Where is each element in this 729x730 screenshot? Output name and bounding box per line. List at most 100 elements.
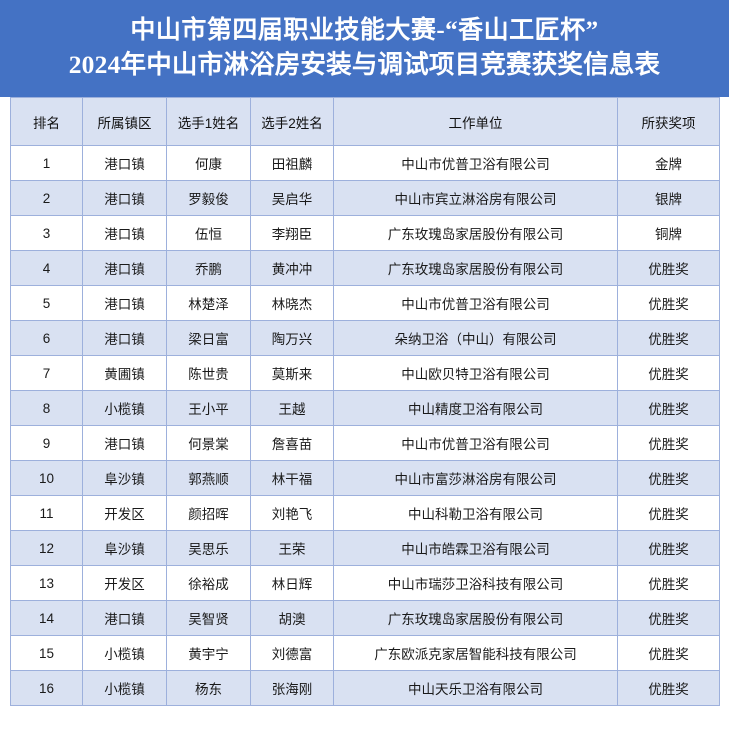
cell-player2: 刘艳飞 bbox=[250, 495, 334, 531]
cell-company: 中山市瑞莎卫浴科技有限公司 bbox=[333, 565, 618, 601]
table-row: 10 阜沙镇 郭燕顺 林干福 中山市富莎淋浴房有限公司 优胜奖 bbox=[10, 460, 720, 496]
cell-award: 优胜奖 bbox=[617, 250, 720, 286]
cell-player1: 颜招晖 bbox=[166, 495, 251, 531]
table-row: 4 港口镇 乔鹏 黄冲冲 广东玫瑰岛家居股份有限公司 优胜奖 bbox=[10, 250, 720, 286]
cell-rank: 8 bbox=[10, 390, 83, 426]
cell-company: 广东欧派克家居智能科技有限公司 bbox=[333, 635, 618, 671]
cell-player1: 何康 bbox=[166, 145, 251, 181]
cell-award: 金牌 bbox=[617, 145, 720, 181]
table-header: 排名 所属镇区 选手1姓名 选手2姓名 工作单位 所获奖项 bbox=[10, 97, 720, 146]
cell-company: 中山市富莎淋浴房有限公司 bbox=[333, 460, 618, 496]
cell-rank: 2 bbox=[10, 180, 83, 216]
table-row: 7 黄圃镇 陈世贵 莫斯来 中山欧贝特卫浴有限公司 优胜奖 bbox=[10, 355, 720, 391]
column-header-company: 工作单位 bbox=[333, 97, 618, 146]
cell-player1: 伍恒 bbox=[166, 215, 251, 251]
column-header-rank: 排名 bbox=[10, 97, 83, 146]
title-line-1: 中山市第四届职业技能大赛-“香山工匠杯” bbox=[130, 16, 599, 44]
cell-rank: 9 bbox=[10, 425, 83, 461]
cell-player2: 张海刚 bbox=[250, 670, 334, 706]
cell-player2: 莫斯来 bbox=[250, 355, 334, 391]
column-header-player1: 选手1姓名 bbox=[166, 97, 251, 146]
column-header-town: 所属镇区 bbox=[82, 97, 167, 146]
cell-award: 优胜奖 bbox=[617, 320, 720, 356]
table-row: 16 小榄镇 杨东 张海刚 中山天乐卫浴有限公司 优胜奖 bbox=[10, 670, 720, 706]
cell-player1: 吴思乐 bbox=[166, 530, 251, 566]
cell-award: 铜牌 bbox=[617, 215, 720, 251]
cell-rank: 6 bbox=[10, 320, 83, 356]
award-table-container: 排名 所属镇区 选手1姓名 选手2姓名 工作单位 所获奖项 1 港口镇 何康 田祖麟中… bbox=[10, 97, 720, 706]
table-body: 1 港口镇 何康 田祖麟 中山市优普卫浴有限公司 金牌 2 港口镇 罗毅俊 吴启华 中山市宾立淋浴房… bbox=[10, 145, 720, 706]
cell-rank: 7 bbox=[10, 355, 83, 391]
cell-player2: 胡澳 bbox=[250, 600, 334, 636]
cell-player1: 何景棠 bbox=[166, 425, 251, 461]
cell-town: 港口镇 bbox=[82, 425, 167, 461]
cell-town: 港口镇 bbox=[82, 320, 167, 356]
cell-player2: 黄冲冲 bbox=[250, 250, 334, 286]
cell-player2: 林干福 bbox=[250, 460, 334, 496]
table-header-row: 排名 所属镇区 选手1姓名 选手2姓名 工作单位 所获奖项 bbox=[10, 97, 720, 146]
award-table: 排名 所属镇区 选手1姓名 选手2姓名 工作单位 所获奖项 1 港口镇 何康 田祖麟中… bbox=[10, 97, 720, 706]
cell-rank: 16 bbox=[10, 670, 83, 706]
cell-player2: 刘德富 bbox=[250, 635, 334, 671]
cell-award: 银牌 bbox=[617, 180, 720, 216]
cell-company: 中山市优普卫浴有限公司 bbox=[333, 285, 618, 321]
cell-town: 小榄镇 bbox=[82, 670, 167, 706]
cell-company: 中山市优普卫浴有限公司 bbox=[333, 425, 618, 461]
cell-company: 广东玫瑰岛家居股份有限公司 bbox=[333, 215, 618, 251]
cell-player2: 林晓杰 bbox=[250, 285, 334, 321]
cell-award: 优胜奖 bbox=[617, 390, 720, 426]
title-banner: 中山市第四届职业技能大赛-“香山工匠杯” 2024年中山市淋浴房安装与调试项目竞… bbox=[0, 0, 729, 97]
cell-player2: 王荣 bbox=[250, 530, 334, 566]
cell-player1: 王小平 bbox=[166, 390, 251, 426]
cell-player2: 林日辉 bbox=[250, 565, 334, 601]
cell-rank: 12 bbox=[10, 530, 83, 566]
table-row: 11 开发区 颜招晖 刘艳飞 中山科勒卫浴有限公司 优胜奖 bbox=[10, 495, 720, 531]
cell-player1: 陈世贵 bbox=[166, 355, 251, 391]
cell-player1: 杨东 bbox=[166, 670, 251, 706]
cell-company: 中山科勒卫浴有限公司 bbox=[333, 495, 618, 531]
cell-town: 港口镇 bbox=[82, 285, 167, 321]
table-row: 5 港口镇 林楚泽 林晓杰 中山市优普卫浴有限公司 优胜奖 bbox=[10, 285, 720, 321]
cell-award: 优胜奖 bbox=[617, 460, 720, 496]
table-row: 8 小榄镇 王小平 王越 中山精度卫浴有限公司 优胜奖 bbox=[10, 390, 720, 426]
cell-town: 阜沙镇 bbox=[82, 530, 167, 566]
cell-company: 中山市皓霖卫浴有限公司 bbox=[333, 530, 618, 566]
cell-rank: 4 bbox=[10, 250, 83, 286]
cell-player1: 林楚泽 bbox=[166, 285, 251, 321]
cell-rank: 15 bbox=[10, 635, 83, 671]
cell-award: 优胜奖 bbox=[617, 355, 720, 391]
cell-award: 优胜奖 bbox=[617, 600, 720, 636]
table-row: 2 港口镇 罗毅俊 吴启华 中山市宾立淋浴房有限公司 银牌 bbox=[10, 180, 720, 216]
cell-town: 港口镇 bbox=[82, 250, 167, 286]
table-row: 9 港口镇 何景棠 詹喜苗 中山市优普卫浴有限公司 优胜奖 bbox=[10, 425, 720, 461]
cell-company: 中山欧贝特卫浴有限公司 bbox=[333, 355, 618, 391]
cell-player1: 吴智贤 bbox=[166, 600, 251, 636]
cell-player1: 徐裕成 bbox=[166, 565, 251, 601]
cell-award: 优胜奖 bbox=[617, 565, 720, 601]
cell-player2: 陶万兴 bbox=[250, 320, 334, 356]
cell-rank: 14 bbox=[10, 600, 83, 636]
cell-player1: 梁日富 bbox=[166, 320, 251, 356]
cell-rank: 13 bbox=[10, 565, 83, 601]
cell-player2: 王越 bbox=[250, 390, 334, 426]
cell-company: 中山天乐卫浴有限公司 bbox=[333, 670, 618, 706]
column-header-award: 所获奖项 bbox=[617, 97, 720, 146]
cell-rank: 11 bbox=[10, 495, 83, 531]
cell-player1: 黄宇宁 bbox=[166, 635, 251, 671]
cell-player1: 乔鹏 bbox=[166, 250, 251, 286]
cell-town: 港口镇 bbox=[82, 180, 167, 216]
table-row: 13 开发区 徐裕成 林日辉 中山市瑞莎卫浴科技有限公司 优胜奖 bbox=[10, 565, 720, 601]
cell-player2: 田祖麟 bbox=[250, 145, 334, 181]
cell-town: 阜沙镇 bbox=[82, 460, 167, 496]
cell-award: 优胜奖 bbox=[617, 530, 720, 566]
cell-town: 开发区 bbox=[82, 565, 167, 601]
table-row: 12 阜沙镇 吴思乐 王荣 中山市皓霖卫浴有限公司 优胜奖 bbox=[10, 530, 720, 566]
column-header-player2: 选手2姓名 bbox=[250, 97, 334, 146]
cell-town: 小榄镇 bbox=[82, 390, 167, 426]
table-row: 14 港口镇 吴智贤 胡澳 广东玫瑰岛家居股份有限公司 优胜奖 bbox=[10, 600, 720, 636]
cell-award: 优胜奖 bbox=[617, 285, 720, 321]
cell-company: 广东玫瑰岛家居股份有限公司 bbox=[333, 600, 618, 636]
cell-award: 优胜奖 bbox=[617, 635, 720, 671]
table-row: 15 小榄镇 黄宇宁 刘德富 广东欧派克家居智能科技有限公司 优胜奖 bbox=[10, 635, 720, 671]
